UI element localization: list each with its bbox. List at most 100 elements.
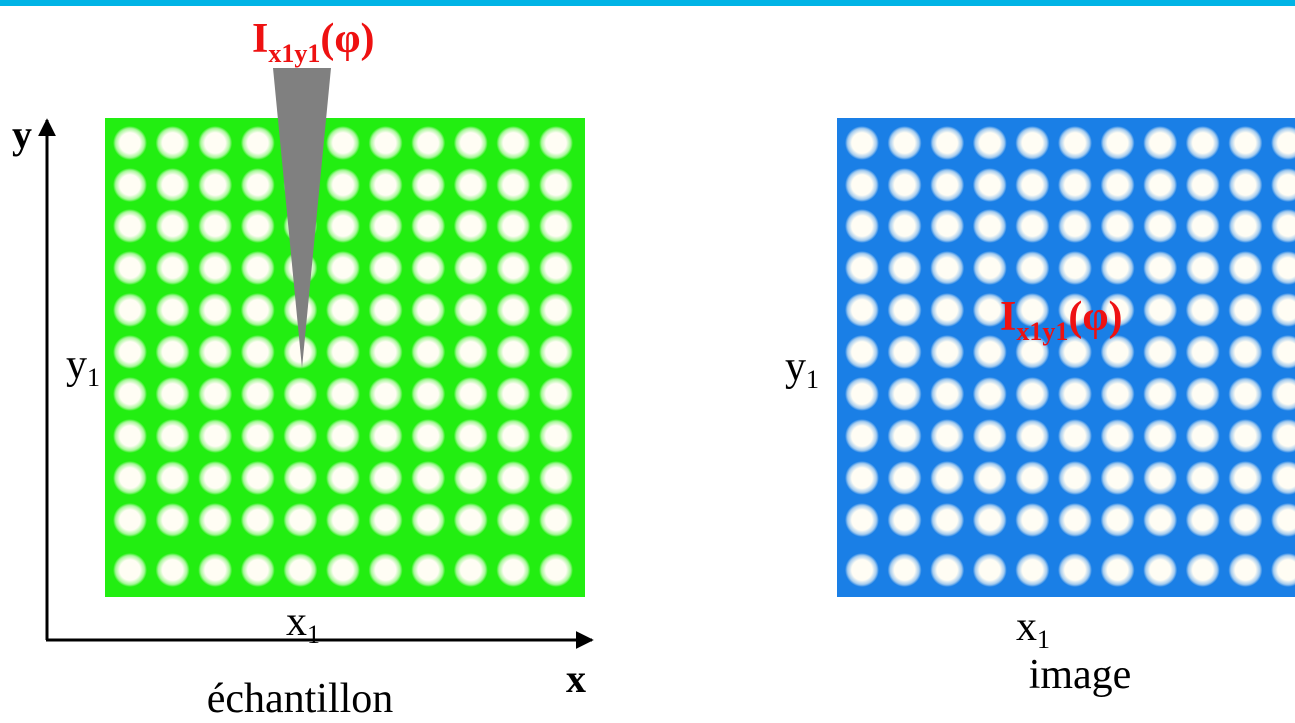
dot (496, 419, 530, 453)
dot (454, 553, 488, 587)
dot (326, 209, 360, 243)
dot (1143, 209, 1177, 243)
dot (539, 419, 573, 453)
dot (113, 553, 147, 587)
dot (888, 251, 922, 285)
dot (1058, 419, 1092, 453)
dot (156, 553, 190, 587)
dot (411, 293, 445, 327)
dot (973, 503, 1007, 537)
dot (1015, 503, 1049, 537)
dot (156, 209, 190, 243)
dot (369, 209, 403, 243)
x1-mark: x1 (1016, 604, 1050, 654)
dot (1015, 126, 1049, 160)
dot (1143, 553, 1177, 587)
dot (326, 126, 360, 160)
dot (930, 293, 964, 327)
dot (454, 503, 488, 537)
dot (113, 335, 147, 369)
dot (156, 377, 190, 411)
dot (369, 553, 403, 587)
dot (411, 553, 445, 587)
dot (411, 419, 445, 453)
dot (973, 335, 1007, 369)
dot (198, 126, 232, 160)
dot (1143, 293, 1177, 327)
dot (888, 419, 922, 453)
dot (539, 126, 573, 160)
dot (1143, 503, 1177, 537)
dot (1143, 377, 1177, 411)
dot (1186, 503, 1220, 537)
dot (888, 335, 922, 369)
dot (156, 335, 190, 369)
dot (156, 168, 190, 202)
dot (454, 209, 488, 243)
dot (539, 168, 573, 202)
dot (454, 335, 488, 369)
dot (539, 377, 573, 411)
dot (496, 293, 530, 327)
dot (326, 419, 360, 453)
dot (113, 293, 147, 327)
dot (198, 553, 232, 587)
dot (411, 461, 445, 495)
dot (1186, 553, 1220, 587)
dot (113, 209, 147, 243)
dot (156, 503, 190, 537)
dot (326, 335, 360, 369)
dot (241, 293, 275, 327)
dot (369, 126, 403, 160)
dot (1143, 461, 1177, 495)
dot (1101, 168, 1135, 202)
dot (241, 335, 275, 369)
dot (1058, 168, 1092, 202)
dot (156, 126, 190, 160)
dot (326, 461, 360, 495)
dot (113, 503, 147, 537)
dot (241, 126, 275, 160)
dot (1058, 377, 1092, 411)
dot (845, 251, 879, 285)
dot (845, 503, 879, 537)
dot (1101, 419, 1135, 453)
dot (198, 168, 232, 202)
dot (845, 419, 879, 453)
dot (411, 335, 445, 369)
dot (930, 419, 964, 453)
dot (1058, 209, 1092, 243)
dot (326, 168, 360, 202)
dot (326, 553, 360, 587)
dot (198, 251, 232, 285)
dot (845, 461, 879, 495)
dot (283, 461, 317, 495)
dot (1101, 251, 1135, 285)
dot (113, 168, 147, 202)
dot (326, 503, 360, 537)
dot (1015, 209, 1049, 243)
dot (113, 377, 147, 411)
dot (930, 503, 964, 537)
dot (369, 377, 403, 411)
dot (496, 461, 530, 495)
dot (1228, 377, 1262, 411)
dot (930, 251, 964, 285)
dot (369, 293, 403, 327)
dot (1058, 251, 1092, 285)
dot (1015, 461, 1049, 495)
dot (454, 419, 488, 453)
dot (326, 293, 360, 327)
dot (973, 461, 1007, 495)
dot (411, 209, 445, 243)
dot (1101, 461, 1135, 495)
dot (539, 461, 573, 495)
dot (1228, 251, 1262, 285)
dot (198, 503, 232, 537)
dot (1186, 461, 1220, 495)
probe-label: Ix1y1(φ) (252, 16, 375, 68)
dot (454, 293, 488, 327)
dot (454, 251, 488, 285)
dot (1186, 419, 1220, 453)
dot (1058, 461, 1092, 495)
